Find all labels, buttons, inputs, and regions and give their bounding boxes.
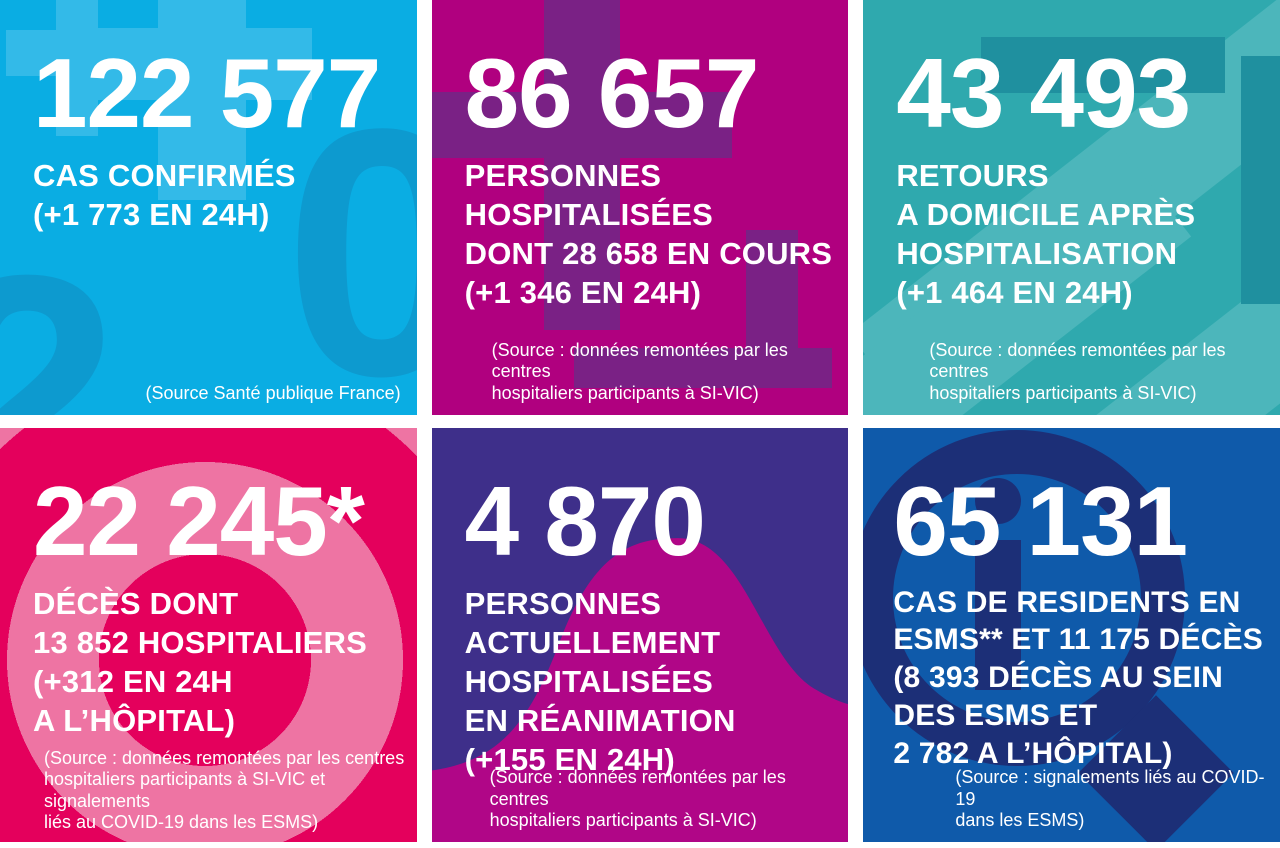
cross-watermark-icon xyxy=(573,348,832,388)
arrowhead-watermark-icon xyxy=(981,37,1226,93)
tile-confirmed-cases: 2 0 122 577 CAS CONFIRMÉS (+1 773 EN 24H… xyxy=(0,0,417,415)
stat-source: (Source : données remontées par les cent… xyxy=(44,747,405,833)
wave-watermark-icon xyxy=(431,537,849,842)
tile-returned-home: 43 493 RETOURS A DOMICILE APRÈS HOSPITAL… xyxy=(863,0,1280,415)
tile-content: 22 245* DÉCÈS DONT 13 852 HOSPITALIERS (… xyxy=(0,428,417,740)
stat-source: (Source : signalements liés au COVID-19 … xyxy=(955,767,1265,831)
arrowhead-watermark-icon xyxy=(1241,56,1280,304)
tile-deaths: 22 245* DÉCÈS DONT 13 852 HOSPITALIERS (… xyxy=(0,427,417,842)
stat-value: 86 657 xyxy=(464,38,760,148)
numeral-2-watermark: 2 xyxy=(0,206,120,415)
plus-watermark-icon xyxy=(94,28,312,100)
info-dot-icon xyxy=(975,477,1022,524)
tile-content: 4 870 PERSONNES ACTUELLEMENT HOSPITALISÉ… xyxy=(432,428,849,779)
tile-content: 65 131 CAS DE RESIDENTS EN ESMS** ET 11 … xyxy=(863,428,1280,773)
stat-source: (Source : données remontées par les cent… xyxy=(929,339,1226,403)
stat-label: DÉCÈS DONT 13 852 HOSPITALIERS (+312 EN … xyxy=(33,585,368,738)
stat-value: 65 131 xyxy=(893,465,1188,576)
stat-label: PERSONNES ACTUELLEMENT HOSPITALISÉES EN … xyxy=(464,585,736,777)
tile-content: 86 657 PERSONNES HOSPITALISÉES DONT 28 6… xyxy=(432,0,849,312)
tile-content: 122 577 CAS CONFIRMÉS (+1 773 EN 24H) xyxy=(0,0,417,234)
numeral-0-watermark: 0 xyxy=(284,55,417,415)
stat-label: RETOURS A DOMICILE APRÈS HOSPITALISATION… xyxy=(896,158,1196,311)
tile-esms: 65 131 CAS DE RESIDENTS EN ESMS** ET 11 … xyxy=(863,427,1280,842)
tile-hospitalized: 86 657 PERSONNES HOSPITALISÉES DONT 28 6… xyxy=(431,0,849,415)
stat-label: CAS DE RESIDENTS EN ESMS** ET 11 175 DÉC… xyxy=(893,585,1263,770)
stat-source: (Source : données remontées par les cent… xyxy=(491,339,788,403)
cross-watermark-icon xyxy=(543,0,620,330)
tile-icu: 4 870 PERSONNES ACTUELLEMENT HOSPITALISÉ… xyxy=(431,427,849,842)
stat-source: (Source : données remontées par les cent… xyxy=(489,767,786,831)
tile-content: 43 493 RETOURS A DOMICILE APRÈS HOSPITAL… xyxy=(863,0,1280,312)
stat-value: 4 870 xyxy=(464,465,706,576)
stat-label: PERSONNES HOSPITALISÉES DONT 28 658 EN C… xyxy=(464,158,833,311)
stat-value: 122 577 xyxy=(33,38,381,148)
stat-value: 43 493 xyxy=(896,38,1191,148)
stat-value: 22 245* xyxy=(33,465,365,576)
stat-label: CAS CONFIRMÉS (+1 773 EN 24H) xyxy=(33,158,296,233)
stat-source: (Source Santé publique France) xyxy=(145,382,401,403)
cross-watermark-icon xyxy=(431,92,732,158)
info-stem-icon xyxy=(975,539,1022,690)
